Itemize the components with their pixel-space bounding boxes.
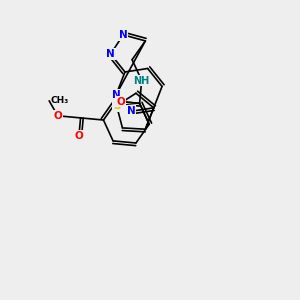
Text: O: O <box>53 111 62 121</box>
Text: O: O <box>116 97 125 106</box>
Text: N: N <box>119 30 128 40</box>
Text: NH: NH <box>134 76 150 85</box>
Text: N: N <box>112 90 121 100</box>
Text: O: O <box>74 131 83 141</box>
Text: CH₃: CH₃ <box>51 96 69 105</box>
Text: N: N <box>106 49 115 59</box>
Text: S: S <box>113 101 120 111</box>
Text: N: N <box>127 106 135 116</box>
